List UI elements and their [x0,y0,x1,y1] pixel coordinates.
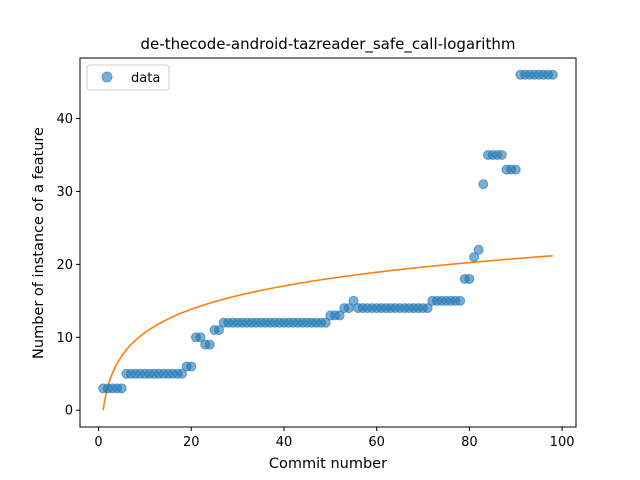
x-tick-label: 40 [276,435,293,450]
y-tick-label: 0 [65,404,73,419]
data-point [204,339,215,350]
legend-marker-data [101,71,113,83]
fit-layer [102,254,553,411]
legend: data [86,64,170,91]
data-point [176,368,187,379]
plot-frame [79,57,577,428]
x-axis-label: Commit number [269,456,387,472]
ticks-layer: 0 20 40 60 80 100 0 10 20 30 40 [56,112,574,450]
data-point [186,361,197,372]
y-tick-label: 20 [56,258,73,273]
y-tick-label: 40 [56,112,73,127]
x-tick-label: 100 [550,435,575,450]
data-point [469,252,480,263]
data-point [547,69,558,80]
points-layer [98,69,558,394]
fit-curve [102,254,553,411]
plot-area [80,58,576,427]
data-point [214,325,225,336]
data-point [116,383,127,394]
data-point [320,317,331,328]
data-point [195,332,206,343]
data-point [422,303,433,314]
x-tick-label: 60 [368,435,385,450]
data-point [464,273,475,284]
x-tick-label: 0 [94,435,102,450]
data-point [473,244,484,255]
data-point [334,310,345,321]
data-point [496,149,507,160]
data-point [455,295,466,306]
data-point [348,295,359,306]
data-point [510,164,521,175]
x-tick-label: 80 [461,435,478,450]
legend-box [86,64,170,91]
data-point [478,179,489,190]
chart-title: de-thecode-android-tazreader_safe_call-l… [141,35,516,54]
x-tick-label: 20 [183,435,200,450]
y-axis-label: Number of instance of a feature [31,127,47,359]
y-tick-label: 10 [56,331,73,346]
legend-label-data: data [131,71,160,86]
y-tick-label: 30 [56,185,73,200]
